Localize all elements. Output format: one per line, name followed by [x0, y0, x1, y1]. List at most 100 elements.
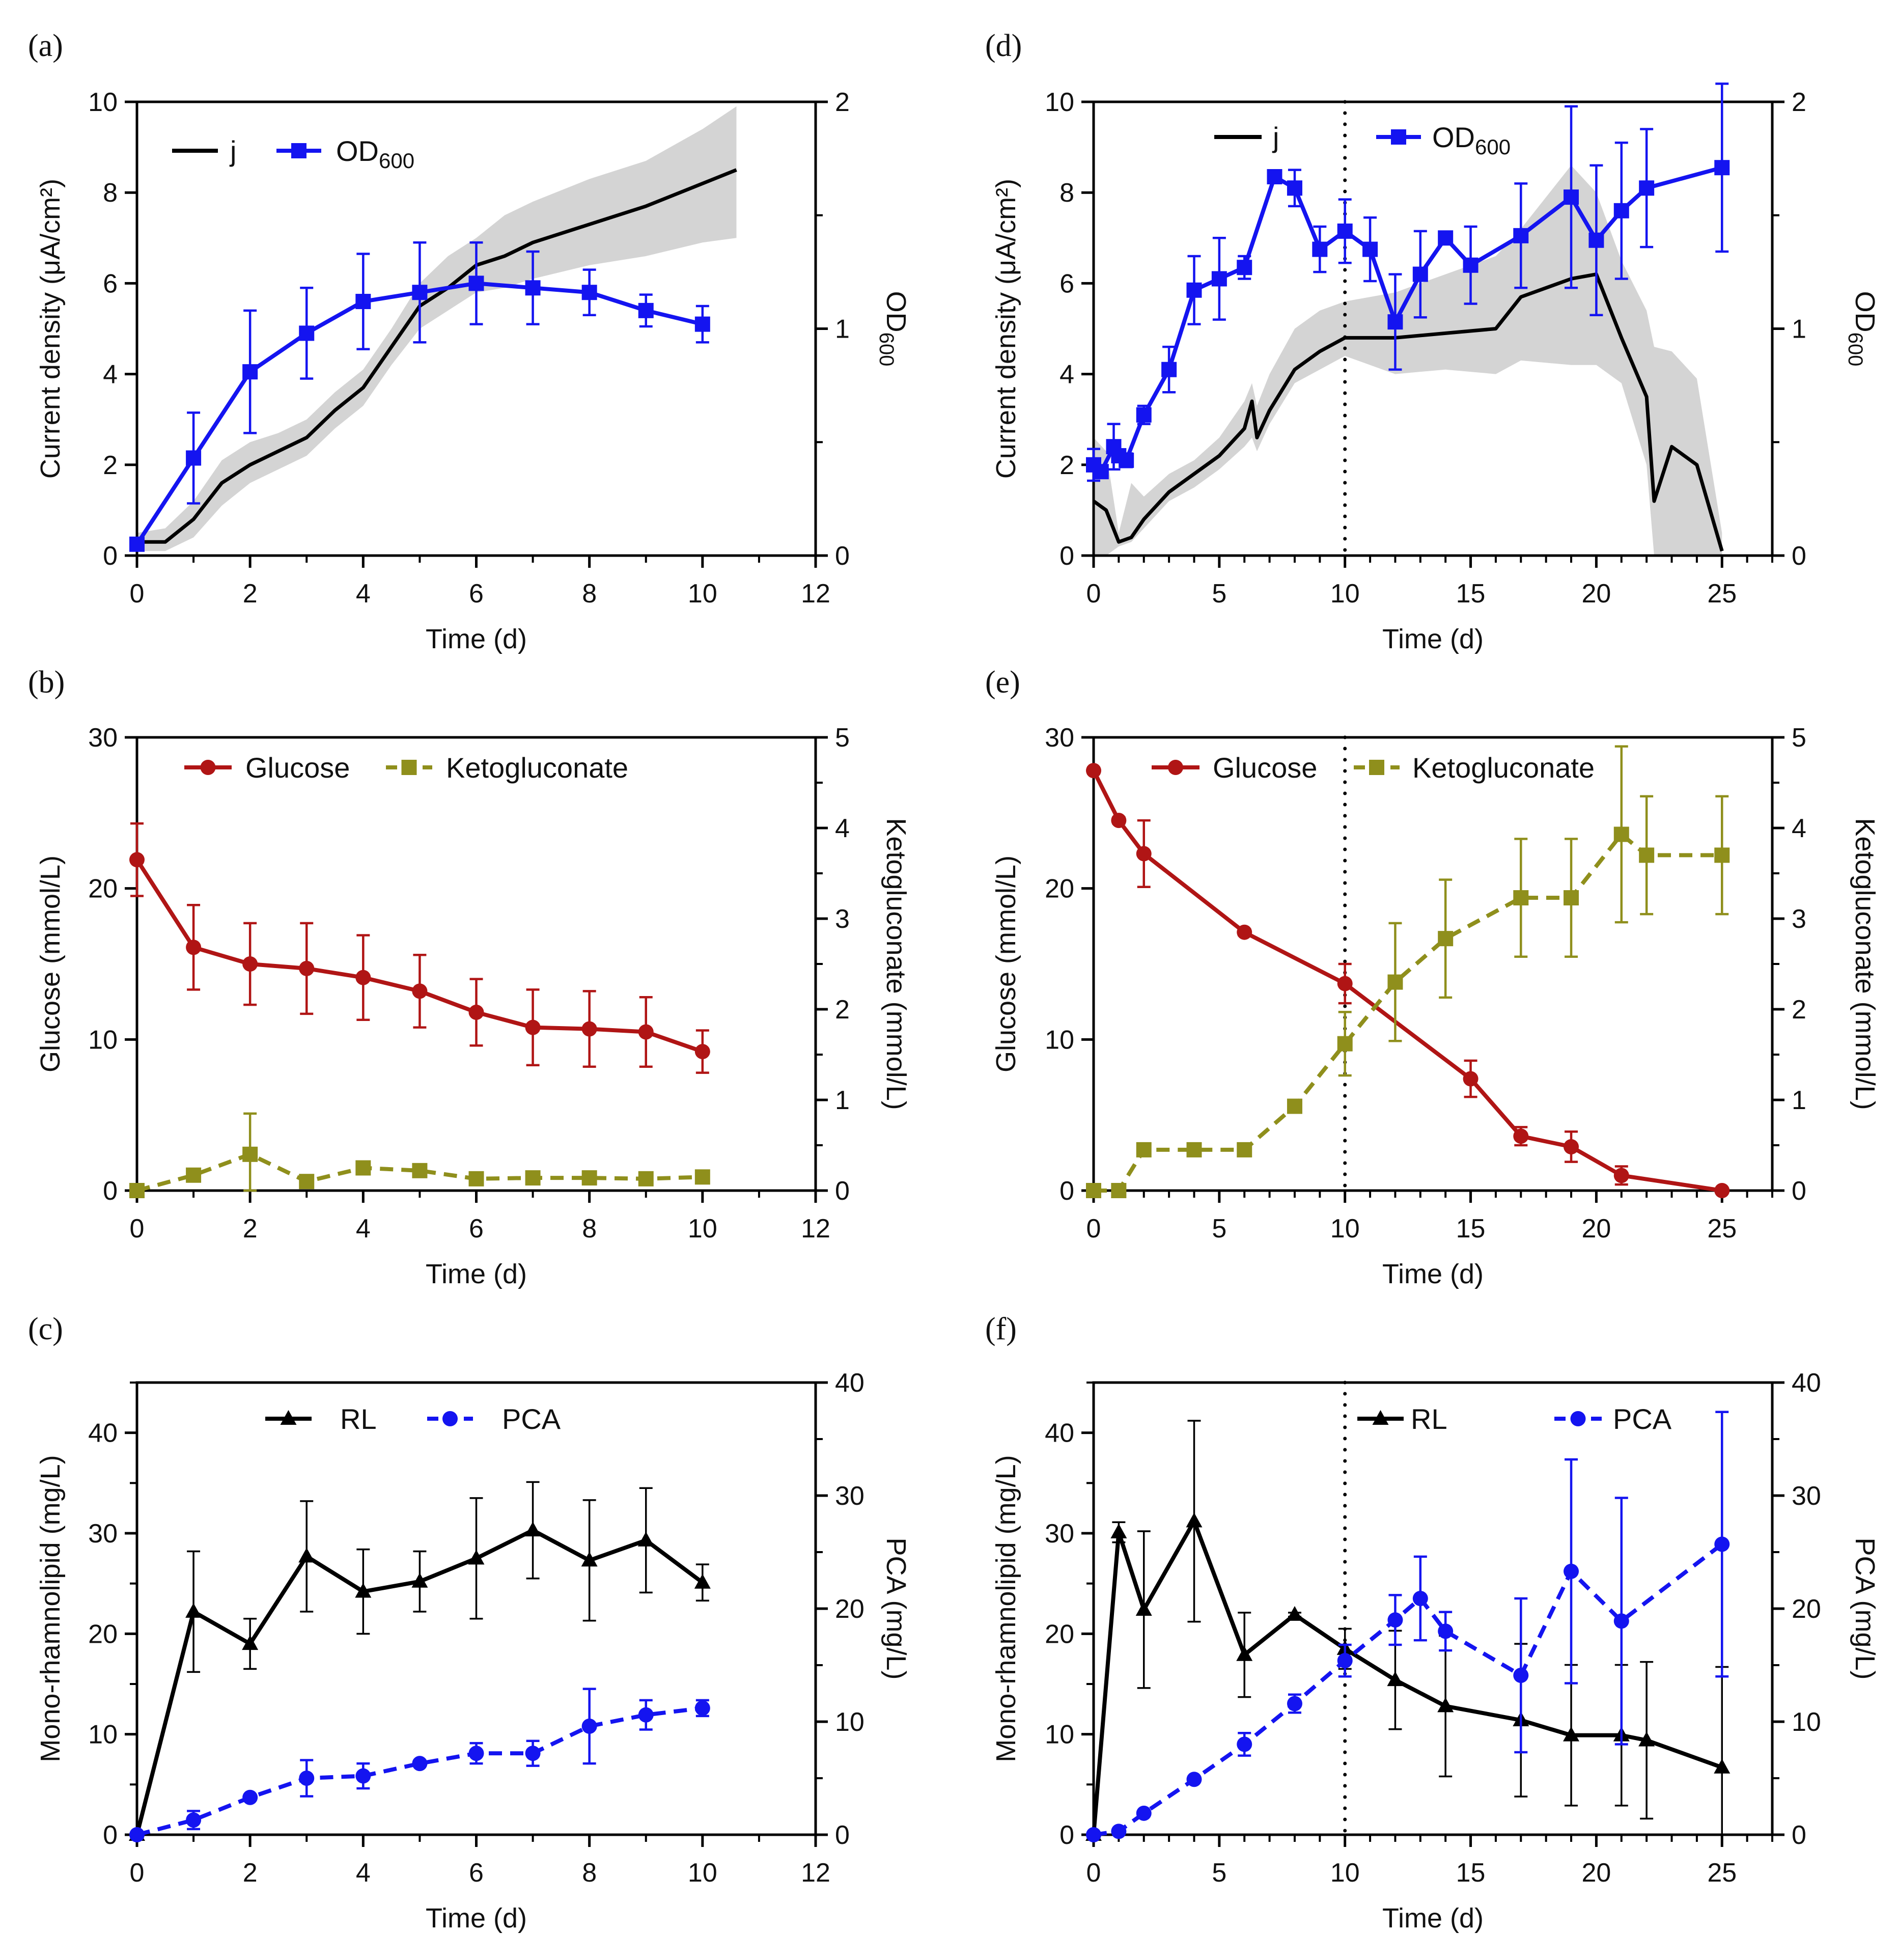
data-point [1437, 1697, 1454, 1713]
data-point [1337, 976, 1353, 991]
x-tick-label: 10 [688, 1214, 717, 1244]
data-point [1086, 1827, 1101, 1842]
data-point [129, 1827, 145, 1842]
y2-tick-label: 0 [1792, 1176, 1806, 1206]
series-od600 [1086, 82, 1730, 482]
legend-label: Glucose [1213, 752, 1317, 784]
data-point [1111, 813, 1127, 829]
series-line [1092, 1519, 1723, 1835]
plot-frame [1092, 736, 1774, 1192]
y2-axis-label-main: Ketogluconate (mmol/L) [881, 818, 911, 1110]
legend-item-j: j [172, 135, 236, 167]
data-point [355, 1160, 371, 1176]
data-point [412, 285, 428, 300]
x-tick-label: 5 [1212, 1858, 1226, 1888]
x-tick-label: 8 [582, 579, 597, 609]
data-point [186, 1167, 202, 1183]
y-tick-label: 10 [1045, 88, 1074, 117]
legend-label: PCA [502, 1403, 561, 1435]
data-point [412, 983, 428, 999]
x-tick-label: 0 [1086, 1214, 1101, 1244]
x-tick-label: 4 [356, 579, 371, 609]
data-point [1613, 1168, 1629, 1183]
data-point [1387, 974, 1403, 990]
data-point [637, 1531, 654, 1547]
data-point [638, 1024, 654, 1040]
y2-tick-label: 2 [835, 88, 850, 117]
legend-label-subscript: 600 [379, 149, 414, 173]
x-tick-label: 5 [1212, 579, 1226, 609]
data-point [1412, 266, 1428, 282]
y2-tick-label: 1 [1792, 1086, 1806, 1115]
data-point [1211, 271, 1227, 287]
y-tick-label: 30 [88, 723, 118, 753]
data-point [581, 1718, 597, 1734]
series-ketogluconate [1086, 745, 1730, 1198]
y-tick-label: 10 [88, 1720, 118, 1750]
y-tick-label: 8 [1059, 178, 1074, 208]
data-point [1110, 1524, 1127, 1539]
data-point [1136, 846, 1152, 862]
data-point [1136, 1142, 1152, 1157]
data-point [1438, 1623, 1454, 1639]
panel-label: (a) [28, 29, 63, 63]
x-tick-label: 10 [688, 1858, 717, 1888]
legend-item-rl: RL [265, 1403, 377, 1435]
data-point [1513, 1667, 1529, 1683]
y-tick-label: 4 [103, 360, 118, 390]
data-point [468, 1550, 485, 1565]
data-point [638, 1171, 654, 1186]
legend-item-od600: OD600 [276, 135, 414, 173]
legend-label-main: PCA [502, 1403, 561, 1435]
data-point [1639, 847, 1655, 863]
y-tick-label: 6 [1059, 269, 1074, 298]
legend-label: Ketogluconate [446, 752, 628, 784]
data-point [581, 1170, 597, 1186]
data-point [1513, 1128, 1529, 1144]
legend-item-pca: PCA [1554, 1403, 1672, 1435]
data-point [1613, 826, 1629, 842]
data-point [468, 1171, 484, 1186]
legend-item-glucose: Glucose [184, 752, 350, 784]
y-tick-label: 2 [1059, 451, 1074, 480]
y-tick-label: 20 [1045, 874, 1074, 904]
legend-label-subscript: 600 [1475, 135, 1511, 159]
x-tick-label: 2 [243, 1214, 258, 1244]
legend-label-main: Glucose [1213, 752, 1317, 784]
panel-label: (b) [28, 665, 65, 700]
data-point [525, 1170, 541, 1186]
legend-label-main: Ketogluconate [446, 752, 628, 784]
panel-label: (f) [985, 1312, 1017, 1346]
series-line [1094, 832, 1722, 1193]
data-point [1613, 1613, 1629, 1629]
data-point [1186, 1142, 1202, 1157]
legend-label: j [1272, 121, 1279, 153]
y-tick-label: 10 [88, 88, 118, 117]
series-line [136, 1706, 703, 1837]
x-tick-label: 12 [801, 1214, 830, 1244]
data-point [1286, 1606, 1303, 1621]
y-tick-label: 0 [103, 541, 118, 571]
data-point [1086, 763, 1101, 779]
legend-label: Glucose [245, 752, 350, 784]
legend-marker [1369, 760, 1384, 775]
data-point [242, 1146, 258, 1162]
legend-label-main: OD [1432, 121, 1475, 153]
legend-label-main: j [1272, 121, 1279, 153]
error-band [137, 106, 737, 551]
data-point [1287, 1696, 1302, 1711]
y2-tick-label: 4 [835, 814, 850, 843]
series-j [137, 168, 737, 544]
y-tick-label: 40 [88, 1419, 118, 1448]
y2-tick-label: 30 [1792, 1481, 1821, 1511]
data-point [1513, 228, 1529, 243]
y2-tick-label: 40 [835, 1368, 864, 1398]
legend-marker [1372, 1410, 1389, 1425]
data-point [468, 1746, 484, 1761]
x-tick-label: 10 [1330, 1858, 1360, 1888]
x-axis-label: Time (d) [1382, 1259, 1484, 1289]
data-point [129, 536, 145, 552]
